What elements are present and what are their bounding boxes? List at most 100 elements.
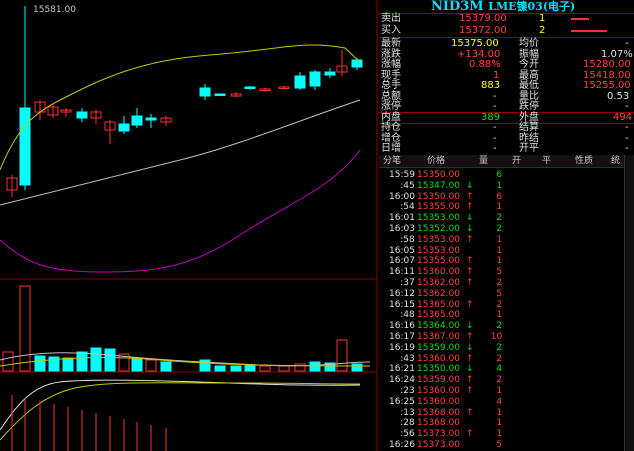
stat-value: - (493, 143, 497, 154)
up-candle (90, 111, 102, 119)
stat-label: 外盘 (519, 111, 539, 123)
down-candle (131, 115, 143, 126)
down-candle (244, 86, 256, 89)
up-candle (336, 65, 348, 73)
tick-direction-icon: ↑ (466, 299, 474, 310)
ma-line-mid (0, 99, 361, 206)
tick-row: 16:05 15353.00 1 (379, 245, 624, 257)
volume-bar-down (244, 364, 256, 372)
tick-row: 16:07 15355.00 ↑ 1 (379, 255, 624, 267)
stat-row: 涨幅 0.88% 今开 15280.00 (379, 59, 634, 71)
ask-qty: 1 (539, 13, 546, 24)
up-candle (60, 109, 72, 113)
stat-value: 883 (481, 80, 501, 91)
volume-bar-down (76, 351, 88, 372)
tick-time: 16:05 (389, 245, 415, 256)
stat-row: 日增 - 开平 - (379, 143, 634, 155)
ticks-header: 分笔 价格 量 开 平 性质 统 (379, 155, 624, 168)
tick-price: 15359.00 (417, 375, 460, 386)
volume-bar-up (19, 285, 31, 372)
stat-row: 现手 1 最高 15418.00 (379, 70, 634, 82)
tick-time: :48 (400, 310, 415, 321)
tick-time: :56 (400, 429, 415, 440)
bid-label: 买入 (381, 25, 401, 36)
down-candle (294, 75, 306, 89)
tick-time: 15:59 (389, 170, 415, 180)
col-open: 开 (512, 156, 522, 166)
tick-price: 15365.00 (417, 299, 460, 310)
candlestick-chart[interactable]: 15581.00 (0, 0, 378, 451)
volume-bar-down (90, 347, 102, 372)
stat-value: - (625, 132, 629, 144)
down-candle (199, 87, 211, 97)
stat-value: 1 (493, 69, 500, 81)
tick-scrollbar[interactable] (624, 155, 634, 451)
stat-row: 总手 883 最低 15255.00 (379, 80, 634, 92)
tick-price: 15368.00 (417, 407, 460, 418)
up-candle (160, 117, 172, 123)
tick-volume: 5 (496, 267, 503, 278)
volume-bar-up (259, 365, 271, 372)
stat-value: - (493, 122, 497, 133)
tick-volume: 4 (496, 364, 503, 375)
tick-volume: 2 (496, 278, 503, 288)
tick-time: 16:19 (389, 342, 415, 353)
volume-bar-down (324, 362, 336, 372)
stat-label: 最新 (381, 38, 401, 49)
stat-label: 结算 (519, 122, 539, 133)
tick-time: :58 (400, 234, 415, 245)
col-time: 分笔 (383, 156, 402, 166)
tick-time: 16:25 (389, 396, 415, 407)
tick-volume: 5 (496, 288, 503, 299)
tick-volume: 1 (496, 407, 503, 418)
tick-volume: 2 (496, 213, 503, 224)
volume-bar-up (278, 365, 290, 372)
stat-label: 开平 (519, 143, 539, 154)
tick-volume: 4 (496, 396, 503, 407)
bid-qty: 2 (539, 25, 546, 36)
tick-price: 15350.00 (417, 191, 460, 202)
tick-time: :37 (400, 278, 415, 288)
tick-row: 16:24 15359.00 ↑ 2 (379, 374, 624, 386)
divider (379, 37, 634, 38)
tick-volume: 10 (490, 332, 503, 342)
peak-price-label: 15581.00 (33, 5, 76, 15)
tick-direction-icon: ↓ (466, 342, 474, 353)
tick-time: :23 (400, 386, 415, 396)
tick-row: 16:11 15360.00 ↑ 5 (379, 266, 624, 278)
tick-time: :45 (400, 180, 415, 191)
tick-price: 15367.00 (417, 332, 460, 342)
tick-direction-icon: ↑ (466, 256, 474, 267)
tick-volume: 6 (496, 170, 503, 180)
stat-label: 日增 (381, 143, 401, 154)
tick-price: 15360.00 (417, 386, 460, 396)
stat-row: 涨跌 +134.00 振幅 1.07% (379, 49, 634, 61)
tick-price: 15355.00 (417, 256, 460, 267)
stat-value: 15280.00 (583, 59, 631, 70)
tick-price: 15360.00 (417, 396, 460, 407)
tick-price: 15359.00 (417, 342, 460, 353)
stat-value: - (493, 101, 497, 112)
tick-price: 15373.00 (417, 440, 460, 450)
tick-direction-icon: ↓ (466, 224, 474, 234)
tick-direction-icon: ↑ (466, 191, 474, 202)
volume-bar-down (351, 363, 363, 372)
tick-row: 16:17 15367.00 ↑ 10 (379, 331, 624, 343)
volume-ma-line (0, 357, 371, 367)
tick-price: 15355.00 (417, 202, 460, 213)
bid-row[interactable]: 买入 15372.00 2 (379, 25, 634, 37)
stat-value: - (493, 90, 497, 102)
down-candle (118, 123, 130, 132)
tick-direction-icon: ↑ (466, 332, 474, 342)
ask-row[interactable]: 卖出 15379.00 1 (379, 13, 634, 25)
stat-value: 15375.00 (451, 38, 499, 49)
col-close: 平 (542, 156, 552, 166)
volume-bar-down (230, 365, 242, 372)
tick-row: :23 15360.00 ↑ 1 (379, 385, 624, 397)
tick-direction-icon: ↓ (466, 213, 474, 224)
volume-bar-up (145, 359, 157, 372)
tick-volume: 2 (496, 299, 503, 310)
tick-volume: 1 (496, 180, 503, 191)
tick-time: 16:00 (389, 191, 415, 202)
stat-value: - (625, 101, 629, 112)
